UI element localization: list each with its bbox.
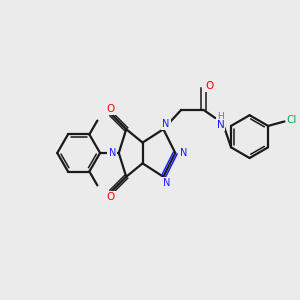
Text: N: N — [180, 148, 187, 158]
Text: O: O — [106, 104, 115, 114]
Text: N: N — [109, 148, 116, 158]
Text: O: O — [205, 81, 214, 91]
Text: N: N — [162, 119, 169, 129]
Text: N: N — [163, 178, 171, 188]
Text: Cl: Cl — [287, 115, 297, 125]
Text: H: H — [217, 112, 224, 121]
Text: N: N — [217, 120, 224, 130]
Text: O: O — [106, 192, 115, 202]
